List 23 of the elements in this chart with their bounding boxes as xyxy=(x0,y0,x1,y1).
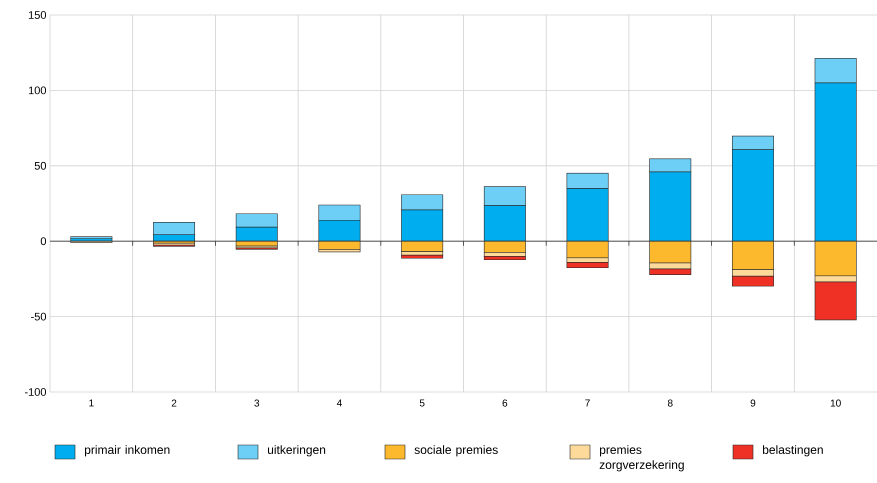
bar xyxy=(401,254,444,259)
x-tick-label: 5 xyxy=(420,400,425,407)
legend-label: uitkeringen xyxy=(268,445,326,456)
x-tick-label: 2 xyxy=(172,400,176,407)
legend-label: primair inkomen xyxy=(84,445,170,456)
legend-label: belastingen xyxy=(762,445,823,456)
x-tick-label: 3 xyxy=(254,400,260,407)
y-tick-label: 100 xyxy=(28,86,46,94)
x-tick-label: 1 xyxy=(89,400,94,406)
y-tick-label: 150 xyxy=(28,11,46,19)
x-tick-label: 6 xyxy=(502,400,508,407)
x-tick-label: 9 xyxy=(750,400,756,407)
x-tick-label: 7 xyxy=(585,400,590,406)
y-tick-label: -50 xyxy=(31,312,46,320)
legend-label: sociale premies xyxy=(414,445,498,456)
y-tick-label: 50 xyxy=(34,162,46,170)
bar xyxy=(484,256,526,260)
legend-label: premies zorgverzekering xyxy=(600,445,684,472)
y-tick-label: 0 xyxy=(40,237,46,246)
x-tick-label: 10 xyxy=(830,400,841,407)
y-tick-label: -100 xyxy=(24,388,46,396)
x-tick-label: 4 xyxy=(336,400,342,406)
x-tick-label: 8 xyxy=(668,400,673,407)
